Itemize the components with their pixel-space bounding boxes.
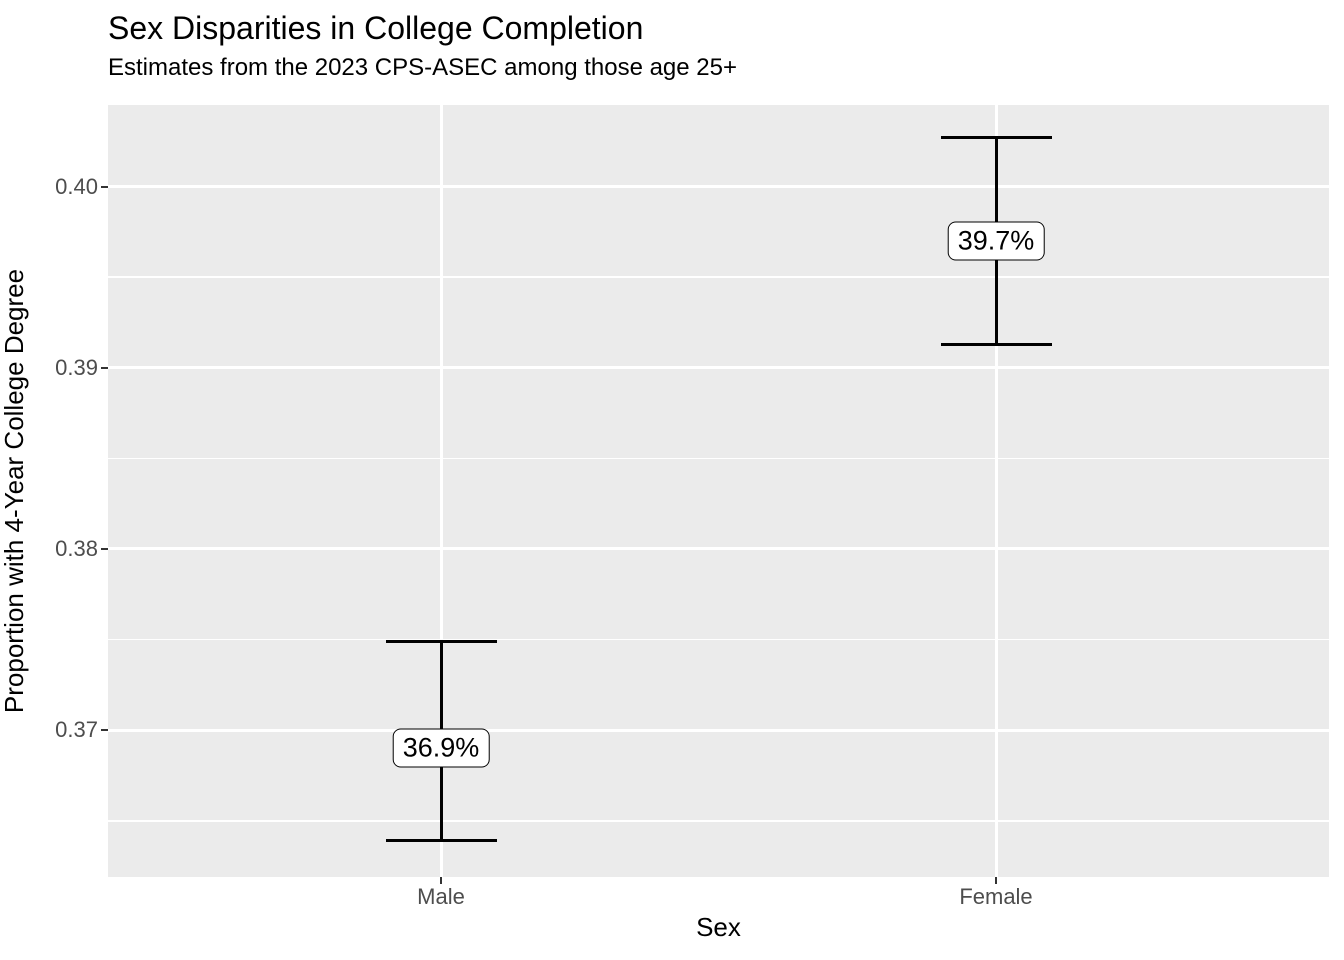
chart-title: Sex Disparities in College Completion [108,10,644,46]
y-tick-label: 0.37 [55,717,98,743]
y-tick-label: 0.39 [55,354,98,380]
error-bar-cap-top-female [940,136,1052,140]
h-gridline-minor [108,457,1329,460]
x-tick-label: Female [959,884,1033,909]
h-gridline-major [108,366,1329,370]
estimate-label-male: 36.9% [392,728,490,768]
h-gridline-minor [108,638,1329,641]
error-bar-cap-bottom-female [940,342,1052,346]
y-tick-mark [101,185,108,188]
y-tick-mark [101,547,108,550]
h-gridline-major [108,547,1329,551]
plot-panel [108,105,1329,877]
h-gridline-major [108,185,1329,189]
h-gridline-major [108,728,1329,732]
y-tick-label: 0.38 [55,535,98,561]
error-bar-cap-bottom-male [385,839,497,843]
v-gridline [439,105,443,877]
error-bar-cap-top-male [385,639,497,643]
x-tick-label: Male [417,884,465,909]
estimate-label-female: 39.7% [947,221,1045,261]
x-axis-title: Sex [696,912,741,942]
x-tick-mark [995,877,997,884]
h-gridline-minor [108,276,1329,278]
y-tick-mark [101,729,108,732]
y-tick-label: 0.40 [55,173,98,199]
x-tick-mark [440,877,442,884]
y-axis-title: Proportion with 4-Year College Degree [0,268,29,714]
v-gridline [994,105,998,877]
y-tick-mark [101,366,108,369]
chart-subtitle: Estimates from the 2023 CPS-ASEC among t… [108,54,738,81]
h-gridline-minor [108,820,1329,822]
